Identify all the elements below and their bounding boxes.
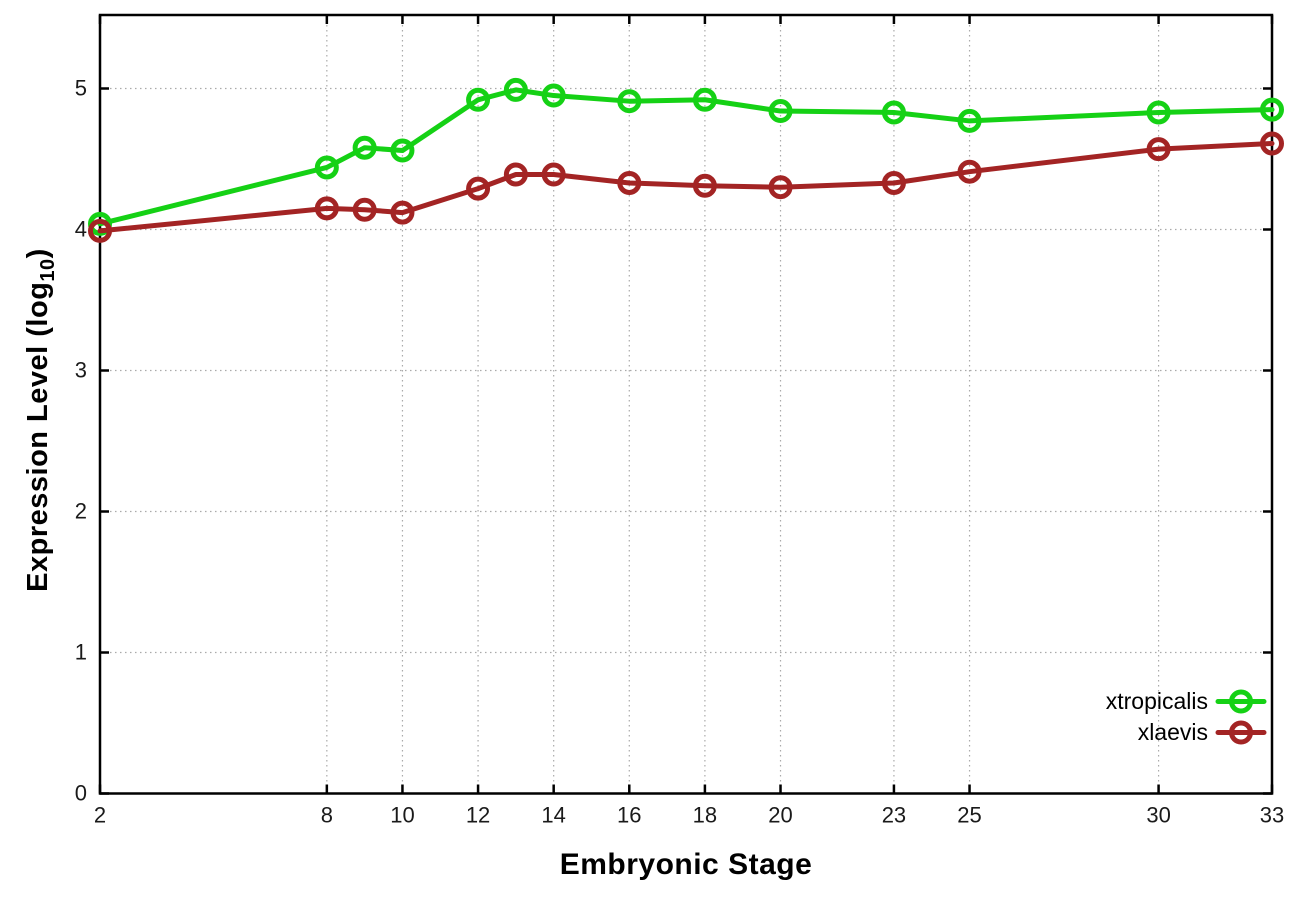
x-tick-label: 25 [957,803,981,828]
data-point-xlaevis [390,200,415,225]
data-point-xlaevis [88,218,112,243]
gridlines [100,15,1273,794]
data-point-xtropicalis [466,87,491,112]
data-point-xlaevis [1260,131,1284,156]
legend-label-xtropicalis: xtropicalis [1106,688,1208,714]
data-point-xlaevis [466,176,491,201]
data-point-xtropicalis [503,77,528,102]
data-point-xtropicalis [617,89,642,114]
y-tick-label: 5 [75,76,87,101]
x-tick-label: 16 [617,803,641,828]
data-point-xlaevis [881,170,906,195]
x-tick-label: 14 [541,803,565,828]
y-tick-label: 0 [75,781,87,806]
x-tick-label: 10 [390,803,414,828]
data-point-xtropicalis [541,83,566,108]
plot-frame [98,13,1274,795]
x-tick-label: 18 [693,803,717,828]
data-point-xtropicalis [881,100,906,125]
data-point-xtropicalis [314,155,339,180]
x-tick-label: 33 [1260,803,1284,828]
legend-label-xlaevis: xlaevis [1138,719,1208,745]
y-tick-label: 1 [75,640,87,665]
y-axis-title-suffix: ) [22,248,54,259]
y-tick-label: 3 [75,358,87,383]
data-point-xtropicalis [692,87,717,112]
data-point-xlaevis [352,197,377,222]
data-point-xtropicalis [352,135,377,160]
data-point-xlaevis [314,196,339,221]
legend-marker-xtropicalis [1229,689,1253,714]
data-point-xtropicalis [1146,100,1171,125]
series-xlaevis [88,131,1284,243]
tick-marks [98,15,1274,795]
y-axis-title: Expression Level (log10) [18,120,59,720]
x-tick-label: 20 [768,803,792,828]
x-tick-label: 23 [882,803,906,828]
data-point-xtropicalis [957,108,982,133]
data-point-xlaevis [957,159,982,184]
series-line-xlaevis [97,140,1275,234]
legend: xtropicalis xlaevis [1106,688,1267,745]
data-point-xlaevis [503,162,528,187]
data-point-xlaevis [692,173,717,198]
x-axis-title: Embryonic Stage [559,848,813,881]
x-tick-label: 30 [1146,803,1170,828]
series-line-xtropicalis [97,87,1275,227]
data-point-xlaevis [617,170,642,195]
y-tick-label: 2 [75,499,87,524]
data-point-xlaevis [768,175,793,200]
data-point-xlaevis [1146,137,1171,162]
x-tick-label: 8 [321,803,333,828]
data-point-xtropicalis [390,138,415,163]
x-tick-label: 2 [94,803,106,828]
y-axis-title-text: Expression Level (log [22,281,54,592]
y-axis-title-subscript: 10 [36,258,59,282]
y-tick-label: 4 [75,217,87,242]
data-point-xtropicalis [1260,97,1284,122]
data-point-xtropicalis [768,99,793,124]
legend-marker-xlaevis [1229,720,1253,745]
x-tick-label: 12 [466,803,490,828]
data-point-xlaevis [541,162,566,187]
